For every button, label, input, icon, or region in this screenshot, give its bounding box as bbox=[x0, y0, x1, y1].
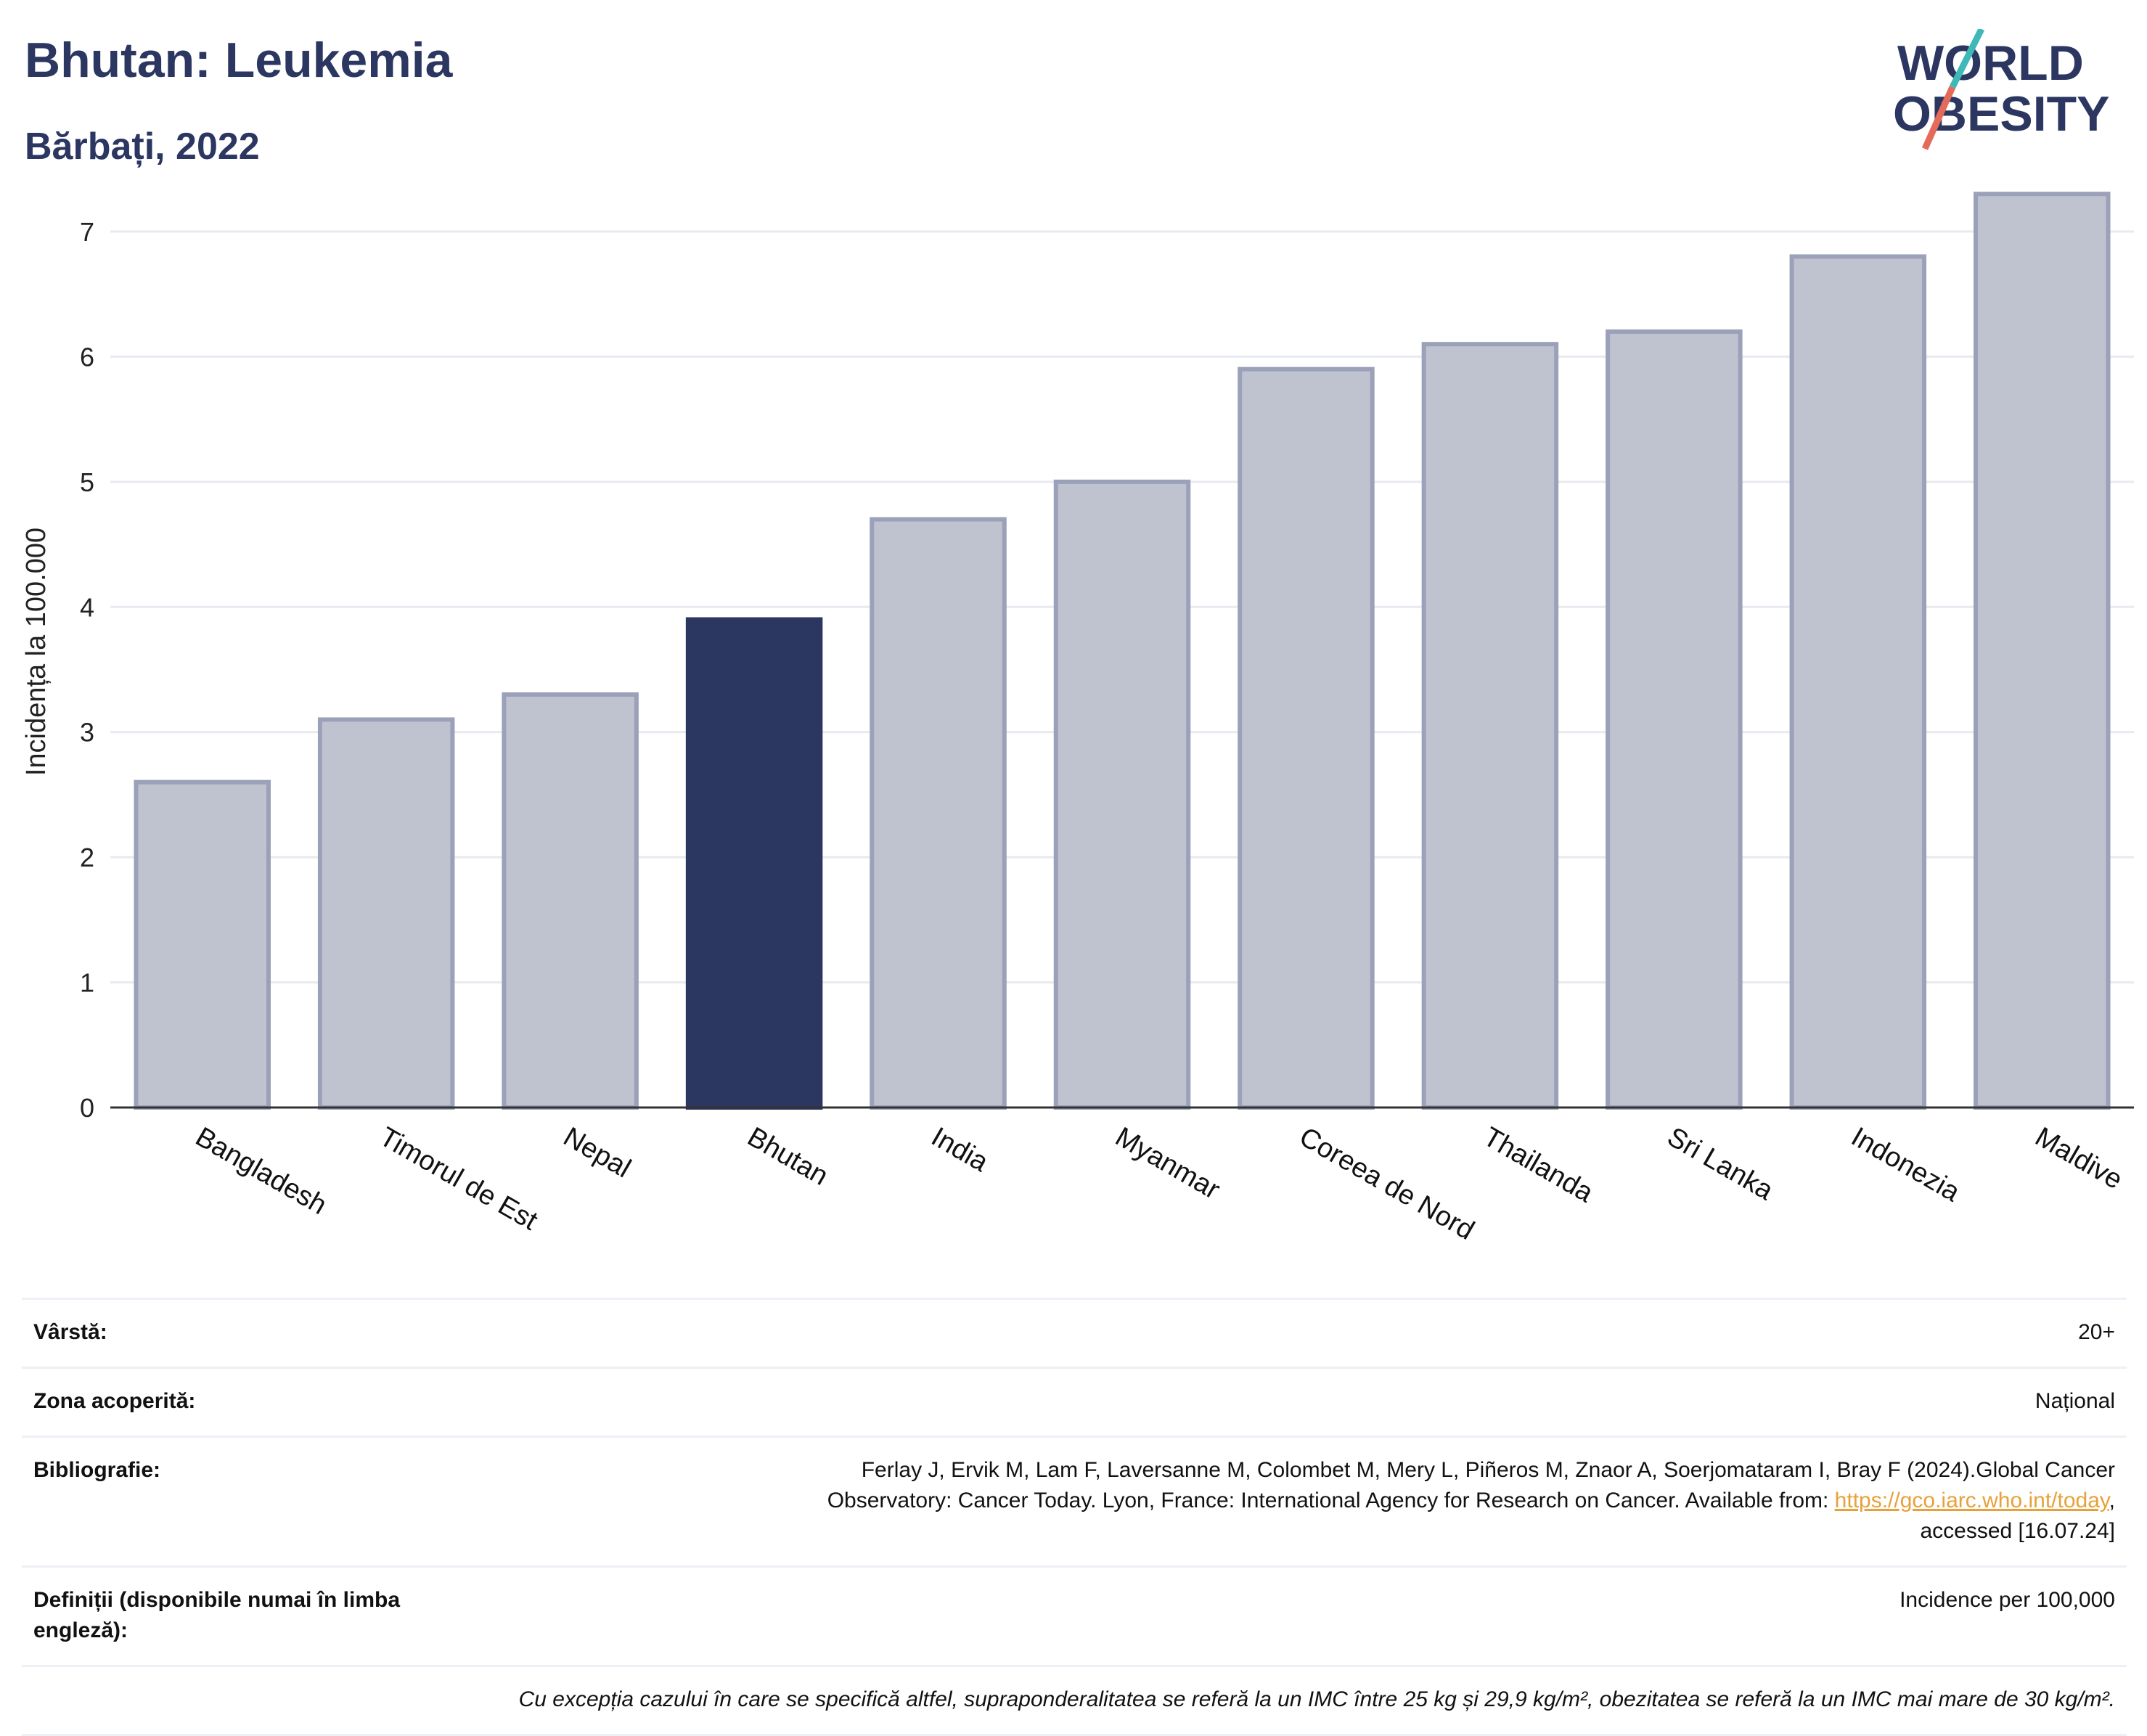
info-table: Vârstă: 20+ Zona acoperită: Național Bib… bbox=[22, 1298, 2127, 1736]
y-axis-label: Incidența la 100.000 bbox=[21, 528, 52, 776]
x-tick-label: Sri Lanka bbox=[1662, 1121, 1779, 1206]
def-value: Incidence per 100,000 bbox=[1899, 1588, 2115, 1612]
x-tick-label: Myanmar bbox=[1111, 1121, 1225, 1205]
page-title: Bhutan: Leukemia bbox=[25, 33, 453, 88]
bar-bhutan bbox=[685, 617, 823, 1110]
age-value: 20+ bbox=[2078, 1320, 2115, 1344]
x-tick-label: Bangladesh bbox=[190, 1121, 332, 1221]
bar-maldive bbox=[1974, 192, 2111, 1110]
x-tick-label: India bbox=[926, 1121, 994, 1178]
y-tick-label: 5 bbox=[80, 467, 94, 497]
def-label: Definiții (disponibile numai în limba en… bbox=[33, 1588, 401, 1642]
x-tick-label: Maldive bbox=[2030, 1121, 2127, 1195]
y-tick-label: 1 bbox=[80, 968, 94, 998]
logo-slash-red bbox=[1921, 86, 1956, 150]
info-row-age: Vârstă: 20+ bbox=[22, 1298, 2127, 1367]
y-tick-label: 4 bbox=[80, 592, 94, 622]
x-tick-label: Nepal bbox=[558, 1121, 636, 1184]
bib-value: Ferlay J, Ervik M, Lam F, Laversanne M, … bbox=[527, 1455, 2115, 1547]
logo-slash-teal bbox=[1949, 29, 1985, 89]
info-row-definitions: Definiții (disponibile numai în limba en… bbox=[22, 1565, 2127, 1665]
bar-timorul-de-est bbox=[317, 717, 455, 1110]
logo-text-top: WORLD bbox=[1897, 36, 2084, 91]
world-obesity-logo: WORLD OBESITY bbox=[1893, 29, 2110, 150]
bar-myanmar bbox=[1053, 479, 1191, 1110]
info-row-zone: Zona acoperită: Național bbox=[22, 1367, 2127, 1436]
y-tick-label: 7 bbox=[80, 217, 94, 247]
bar-coreea-de-nord bbox=[1238, 367, 1375, 1110]
bar-bangladesh bbox=[134, 779, 271, 1110]
zone-value: Național bbox=[2034, 1389, 2115, 1413]
bar-sri-lanka bbox=[1606, 329, 1743, 1110]
bib-text-4: accessed [16.07.24] bbox=[1920, 1519, 2115, 1543]
x-tick-label: Timorul de Est bbox=[375, 1121, 543, 1236]
bar-nepal bbox=[502, 692, 639, 1110]
x-tick-label: Coreea de Nord bbox=[1294, 1121, 1479, 1246]
bib-link[interactable]: https://gco.iarc.who.int/today bbox=[1834, 1489, 2109, 1512]
y-tick-label: 3 bbox=[80, 718, 94, 748]
bib-label: Bibliografie: bbox=[33, 1458, 161, 1482]
x-tick-label: Bhutan bbox=[743, 1121, 833, 1192]
bib-text-1: Ferlay J, Ervik M, Lam F, Laversanne M, … bbox=[861, 1458, 2115, 1482]
note-text: Cu excepția cazului în care se specifică… bbox=[518, 1687, 2115, 1711]
bar-thailanda bbox=[1421, 342, 1559, 1110]
age-label: Vârstă: bbox=[33, 1320, 107, 1344]
y-tick-label: 0 bbox=[80, 1093, 94, 1123]
x-tick-label: Indonezia bbox=[1846, 1121, 1965, 1208]
bar-india bbox=[870, 517, 1007, 1110]
page-subtitle: Bărbați, 2022 bbox=[25, 126, 260, 168]
bar-indonezia bbox=[1789, 254, 1927, 1110]
x-tick-label: Thailanda bbox=[1478, 1121, 1598, 1208]
zone-label: Zona acoperită: bbox=[33, 1389, 196, 1413]
bar-chart: 0 1 2 3 4 5 6 7 Bangladesh Timorul de Est Nepal Bh… bbox=[21, 192, 2134, 1246]
info-row-bibliography: Bibliografie: Ferlay J, Ervik M, Lam F, … bbox=[22, 1436, 2127, 1565]
bib-text-2: Observatory: Cancer Today. Lyon, France:… bbox=[827, 1489, 1835, 1512]
y-tick-label: 6 bbox=[80, 342, 94, 372]
info-row-note: Cu excepția cazului în care se specifică… bbox=[22, 1665, 2127, 1736]
y-tick-label: 2 bbox=[80, 843, 94, 872]
bib-text-3: , bbox=[2109, 1489, 2115, 1512]
